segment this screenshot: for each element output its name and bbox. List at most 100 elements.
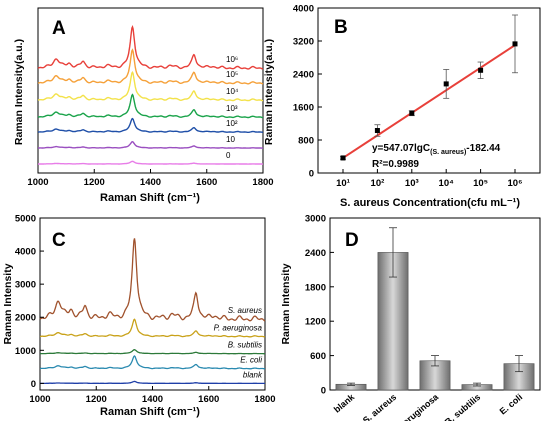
panel-c-series-label: blank (243, 370, 263, 379)
panel-a-series-line (37, 117, 264, 134)
panel-a-series-label: 10³ (226, 104, 238, 113)
panel-c-frame (39, 217, 266, 391)
panel-a-series-line (37, 70, 264, 102)
panel-d-category-label: B. subtilis (443, 392, 482, 421)
panel-c-ticks: 0 1000 2000 3000 4000 5000 1000 1200 1400 1600 180… (15, 214, 276, 406)
panel-a-series-label: 0 (226, 151, 231, 160)
panel-c-y-tick-label: 2000 (15, 313, 36, 324)
panel-c-series-line (39, 355, 265, 370)
panel-a-series-line (37, 25, 264, 70)
panel-a-x-tick-label: 1800 (252, 177, 273, 188)
panel-c-y-tick-label: 5000 (15, 214, 36, 225)
panel-c-series-line (40, 349, 265, 355)
panel-c-series-label: P. aeruginosa (214, 323, 263, 332)
panel-a-series-label: 10⁵ (226, 70, 238, 79)
panel-c-y-tick-label: 0 (31, 379, 36, 390)
panel-b-equation-subscript: (S. aureus) (430, 149, 466, 156)
panel-d-category-label: S. aureus (361, 392, 398, 421)
panel-d-letter: D (345, 230, 359, 251)
panel-c-series-line (39, 318, 266, 338)
panel-c-x-tick-label: 1800 (254, 394, 275, 405)
panel-b-point (443, 81, 449, 87)
panel-b-point (340, 155, 346, 161)
panel-c-y-tick-label: 3000 (15, 280, 36, 291)
panel-b-y-label: Raman Intensity(a.u.) (263, 39, 275, 145)
panel-c-y-tick-label: 4000 (15, 247, 36, 258)
panel-a-series-label: 10⁴ (226, 87, 239, 96)
panel-b-y-tick-label: 3200 (293, 37, 314, 48)
panel-b-letter: B (334, 17, 348, 38)
panel-a-series-label: 10⁶ (226, 55, 238, 64)
panel-c: blank E. coli B. subtilis P. aeruginosa S. a… (2, 214, 276, 419)
panel-c-series-label: B. subtilis (228, 341, 262, 350)
panel-d-y-tick-label: 1800 (305, 282, 326, 293)
panel-b-y-tick-label: 800 (298, 136, 314, 147)
panel-b-y-tick-label: 2400 (293, 70, 314, 81)
panel-a-plot (37, 25, 264, 165)
panel-d-y-tick-label: 3000 (305, 214, 326, 225)
panel-b-point (374, 128, 380, 134)
panel-b-frame (317, 7, 541, 174)
panel-a-series-label: 10² (226, 119, 238, 128)
panel-b-point (512, 41, 518, 47)
panel-b-x-tick-label: 10⁴ (439, 178, 455, 189)
panel-c-x-tick-label: 1200 (86, 394, 107, 405)
panel-d-y-label: Raman Intensity (280, 263, 292, 344)
panel-a-series-line (38, 160, 263, 165)
panel-a-letter: A (52, 18, 66, 39)
panel-a-y-label: Raman Intensity(a.u.) (13, 39, 25, 145)
panel-b-equation-main: y=547.07lgC (372, 143, 430, 154)
panel-a-x-label: Raman Shift (cm⁻¹) (100, 192, 200, 204)
panel-d-category-label: E. coli (498, 392, 525, 417)
panel-d-y-tick-label: 2400 (305, 248, 326, 259)
panel-c-series-line (40, 380, 265, 385)
panel-d-y-tick-label: 0 (321, 386, 326, 397)
panel-c-plot (39, 238, 266, 385)
panel-c-series-label: S. aureus (228, 306, 262, 315)
panel-b-r2: R²=0.9989 (372, 159, 419, 170)
panel-d-plot (335, 227, 535, 391)
panel-c-x-tick-label: 1400 (142, 394, 163, 405)
panel-b-y-tick-label: 4000 (293, 4, 314, 15)
panel-a-x-tick-label: 1000 (27, 177, 48, 188)
panel-b-equation-tail: -182.44 (466, 143, 500, 154)
panel-a-x-tick-label: 1200 (84, 177, 105, 188)
panel-c-letter: C (52, 230, 66, 251)
panel-c-series-labels: blank E. coli B. subtilis P. aeruginosa S. a… (214, 306, 263, 380)
panel-b-x-tick-label: 10⁶ (508, 178, 523, 189)
panel-b-y-tick-label: 0 (309, 169, 314, 180)
panel-b-equation: y=547.07lgC(S. aureus)-182.44 (372, 143, 501, 156)
panel-c-y-label: Raman Intensity (2, 263, 14, 344)
panel-b-x-tick-label: 10³ (405, 178, 419, 189)
panel-b-plot (340, 14, 518, 161)
panel-a-series-line (37, 48, 264, 85)
panel-d-category-label: blank (332, 391, 357, 414)
panel-d-y-tick-label: 600 (310, 351, 326, 362)
panel-b-x-tick-label: 10⁵ (473, 178, 488, 189)
panel-b-point (478, 67, 484, 73)
panel-c-x-tick-label: 1000 (29, 394, 50, 405)
panel-d-category-label: P. aeruginosa (390, 391, 442, 421)
panel-c-y-tick-label: 1000 (15, 346, 36, 357)
panel-c-series-label: E. coli (240, 356, 262, 365)
panel-b-ticks: 0 800 1600 2400 3200 4000 10¹ 10² 10³ 10⁴ 10⁵ 10⁶ (293, 4, 523, 190)
panel-a-series-line (37, 93, 264, 119)
panel-b-fit-line (342, 44, 516, 159)
panel-a-series-labels: 0 10 10² 10³ 10⁴ 10⁵ 10⁶ (226, 55, 239, 160)
panel-a-x-tick-label: 1400 (140, 177, 161, 188)
panel-c-x-tick-label: 1600 (198, 394, 219, 405)
panel-a-x-tick-label: 1600 (196, 177, 217, 188)
panel-b: 0 800 1600 2400 3200 4000 10¹ 10² 10³ 10⁴ 10⁵ 10⁶ B… (263, 4, 541, 209)
panel-b-y-tick-label: 1600 (293, 103, 314, 114)
panel-a-x-ticks: 1000 1200 1400 1600 1800 (27, 169, 274, 188)
panel-b-x-tick-label: 10² (371, 178, 385, 189)
panel-a-series-label: 10 (226, 135, 235, 144)
panel-b-point (409, 110, 415, 116)
panel-c-x-label: Raman Shift (cm⁻¹) (100, 406, 200, 418)
panel-d-y-tick-label: 1200 (305, 317, 326, 328)
panel-b-x-label: S. aureus Concentration(cfu mL⁻¹) (340, 197, 520, 209)
panel-b-x-tick-label: 10¹ (336, 178, 350, 189)
